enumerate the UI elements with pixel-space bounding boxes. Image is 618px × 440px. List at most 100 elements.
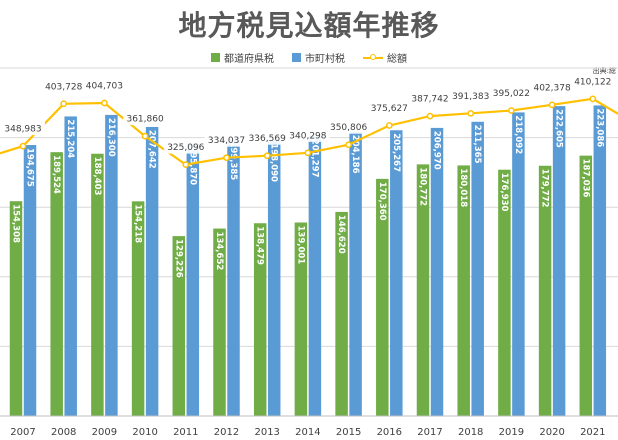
bar-municipal-tax (105, 114, 118, 416)
marker-total (141, 132, 149, 140)
x-tick-label: 2015 (336, 427, 361, 438)
data-label-prefectural-tax: 170,360 (377, 182, 387, 221)
legend-item-prefectural-tax: 都道府県税 (211, 50, 274, 65)
data-label-municipal-tax: 205,267 (391, 133, 401, 172)
data-label-prefectural-tax: 146,620 (336, 215, 346, 254)
bar-prefectural-tax (213, 228, 226, 416)
data-label-bg-total (408, 92, 452, 106)
data-label-municipal-tax: 201,297 (309, 139, 319, 178)
data-label-prefectural-tax: 189,524 (51, 155, 61, 194)
data-label-bg-total (489, 86, 534, 100)
marker-total (345, 141, 352, 149)
marker-total (60, 100, 68, 108)
legend-item-total: 総額 (363, 50, 407, 65)
data-label-municipal-tax: 218,092 (513, 115, 523, 154)
marker-total (589, 95, 597, 103)
data-label-municipal-tax: 198,090 (269, 143, 279, 182)
legend-swatch-municipal-tax (292, 53, 301, 62)
data-label-municipal-tax: 204,186 (350, 135, 360, 174)
data-label-total: 403,728 (45, 82, 82, 92)
bar-prefectural-tax (50, 152, 63, 416)
bar-municipal-tax (64, 116, 77, 416)
data-label-prefectural-tax: 180,018 (458, 168, 468, 207)
data-label-total: 395,022 (493, 89, 530, 99)
marker-total (263, 152, 271, 160)
data-label-bg-total (1, 122, 45, 136)
x-tick-label: 2011 (173, 427, 198, 438)
data-label-prefectural-tax: 188,403 (92, 157, 102, 196)
bar-prefectural-tax (457, 165, 470, 416)
bar-prefectural-tax (498, 169, 511, 416)
x-tick-label: 2010 (132, 427, 157, 438)
bar-municipal-tax (512, 112, 525, 416)
x-tick-label: 2021 (580, 427, 605, 438)
bar-municipal-tax (186, 143, 200, 417)
data-label-prefectural-tax: 134,652 (214, 232, 224, 271)
data-label-municipal-tax: 223,086 (594, 108, 604, 147)
data-label-bg-total (367, 101, 412, 115)
bar-municipal-tax (227, 138, 240, 416)
data-label-prefectural-tax: 187,036 (580, 159, 590, 198)
bar-prefectural-tax (579, 155, 593, 417)
data-label-bg-total (123, 112, 168, 126)
x-tick-label: 2017 (417, 427, 442, 438)
marker-total (385, 122, 393, 129)
data-label-bg-total (326, 120, 371, 134)
data-label-total: 391,383 (452, 92, 489, 102)
data-label-municipal-tax: 215,204 (65, 119, 75, 158)
legend: 都道府県税 市町村税 総額 (0, 50, 618, 65)
bar-municipal-tax (349, 131, 362, 417)
marker-total (223, 154, 230, 162)
x-tick-label: 2008 (51, 427, 76, 438)
data-label-bg-total (448, 89, 493, 103)
x-tick-label: 2009 (92, 427, 117, 438)
data-label-municipal-tax: 206,970 (432, 131, 442, 170)
data-label-total: 334,037 (208, 136, 245, 146)
legend-label-total: 総額 (387, 54, 407, 65)
marker-total (182, 161, 190, 168)
data-label-municipal-tax: 199,385 (228, 141, 238, 180)
x-tick-label: 2014 (295, 427, 320, 438)
bar-municipal-tax (23, 145, 37, 417)
data-label-bg-total (285, 128, 330, 142)
bar-prefectural-tax (172, 236, 186, 416)
data-label-bg-total (204, 133, 249, 147)
data-label-bg-total (530, 80, 575, 94)
bar-prefectural-tax (9, 201, 23, 416)
legend-swatch-prefectural-tax (211, 53, 220, 62)
x-tick-label: 2012 (214, 427, 239, 438)
bar-prefectural-tax (253, 223, 267, 416)
data-label-total: 361,860 (126, 115, 163, 125)
data-label-bg-total (41, 79, 86, 93)
marker-total (508, 107, 515, 114)
legend-swatch-total (363, 53, 383, 62)
bar-municipal-tax (145, 126, 159, 416)
marker-total (548, 101, 556, 109)
data-label-total: 350,806 (330, 123, 367, 133)
data-label-bg-total (570, 74, 615, 88)
data-label-total: 387,742 (411, 95, 448, 105)
marker-total (101, 99, 108, 107)
marker-total (304, 149, 312, 157)
data-label-bg-total (245, 131, 290, 145)
data-label-prefectural-tax: 139,001 (295, 226, 305, 265)
data-label-prefectural-tax: 176,930 (499, 173, 509, 212)
data-label-total: 336,569 (249, 134, 286, 144)
data-label-total: 375,627 (371, 104, 408, 114)
data-label-total: 325,096 (167, 143, 204, 153)
data-label-total: 402,378 (533, 83, 570, 93)
bar-prefectural-tax (131, 201, 145, 416)
bar-municipal-tax (308, 135, 322, 417)
x-tick-label: 2018 (458, 427, 483, 438)
data-label-prefectural-tax: 129,226 (173, 239, 183, 278)
marker-total (467, 109, 475, 117)
data-label-municipal-tax: 211,365 (472, 125, 482, 164)
bar-prefectural-tax (91, 153, 104, 416)
bar-municipal-tax (593, 105, 607, 416)
data-label-total: 410,122 (574, 77, 611, 87)
data-label-municipal-tax: 195,870 (187, 146, 197, 185)
legend-label-prefectural-tax: 都道府県税 (224, 54, 274, 65)
data-label-bg-total (163, 140, 208, 154)
